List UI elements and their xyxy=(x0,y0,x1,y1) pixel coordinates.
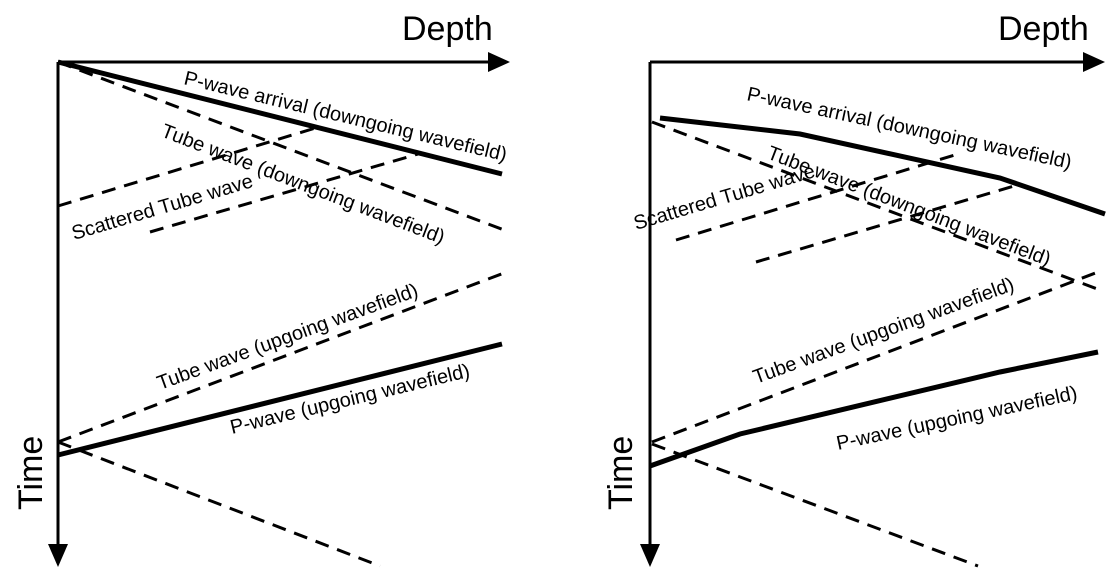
right-tube-wave-up-label: Tube wave (upgoing wavefield) xyxy=(750,274,1017,389)
right-time-arrowhead xyxy=(640,544,660,567)
left-depth-arrowhead xyxy=(488,52,510,72)
left-scattered-tube-label: Scattered Tube wave xyxy=(69,170,255,244)
left-p-wave-up-line xyxy=(57,341,503,458)
right-depth-arrowhead xyxy=(1083,52,1105,72)
left-time-arrowhead xyxy=(48,544,68,567)
left-tube-wave-reflected-line xyxy=(57,440,381,568)
right-scattered-tube-label: Scattered Tube wave xyxy=(631,160,817,234)
left-tube-wave-up-label: Tube wave (upgoing wavefield) xyxy=(154,280,421,395)
right-scattered-tube-line-1 xyxy=(675,152,959,242)
right-panel: Depth Time P-wave arrival (downgoing wav… xyxy=(602,10,1106,568)
right-tube-wave-down-line xyxy=(651,120,1101,292)
left-scattered-tube-line-2 xyxy=(149,152,419,234)
right-p-wave-up-line xyxy=(649,349,1099,469)
right-p-wave-up-label: P-wave (upgoing wavefield) xyxy=(834,382,1079,455)
right-tube-wave-reflected-line xyxy=(651,442,979,568)
right-tube-wave-up-line xyxy=(651,270,1099,444)
left-p-wave-down-line xyxy=(57,59,503,177)
right-p-wave-down-line xyxy=(659,115,1106,217)
right-depth-label: Depth xyxy=(998,10,1089,48)
left-tube-wave-down-line xyxy=(57,60,505,232)
right-time-label: Time xyxy=(602,436,640,510)
left-panel: Depth Time P-wave arrival (downgoing wav… xyxy=(12,10,510,568)
left-tube-wave-up-line xyxy=(57,271,505,444)
left-p-wave-up-label: P-wave (upgoing wavefield) xyxy=(228,360,472,439)
left-time-label: Time xyxy=(12,436,50,510)
left-depth-label: Depth xyxy=(402,10,493,48)
